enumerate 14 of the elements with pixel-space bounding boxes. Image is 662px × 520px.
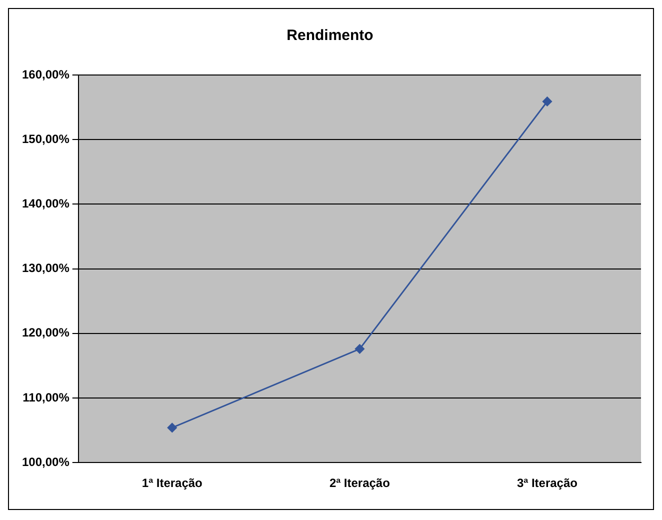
point <box>542 96 552 106</box>
y-tick-label: 120,00% <box>22 326 70 340</box>
y-tick-label: 100,00% <box>22 454 70 469</box>
y-tick-label: 140,00% <box>22 196 70 211</box>
chart-title: Rendimento <box>286 27 374 44</box>
point <box>167 422 177 432</box>
x-tick-label: 3ª Iteração <box>516 476 578 490</box>
point <box>354 344 364 354</box>
x-tick-label: 1ª Iteração <box>142 476 202 490</box>
y-tick-label: 110,00% <box>22 390 70 404</box>
y-tick-label: 150,00% <box>22 132 70 146</box>
y-tick-label: 130,00% <box>22 261 70 276</box>
y-tick-label: 160,00% <box>22 67 70 82</box>
x-tick-label: 2ª Iteração <box>329 476 390 490</box>
